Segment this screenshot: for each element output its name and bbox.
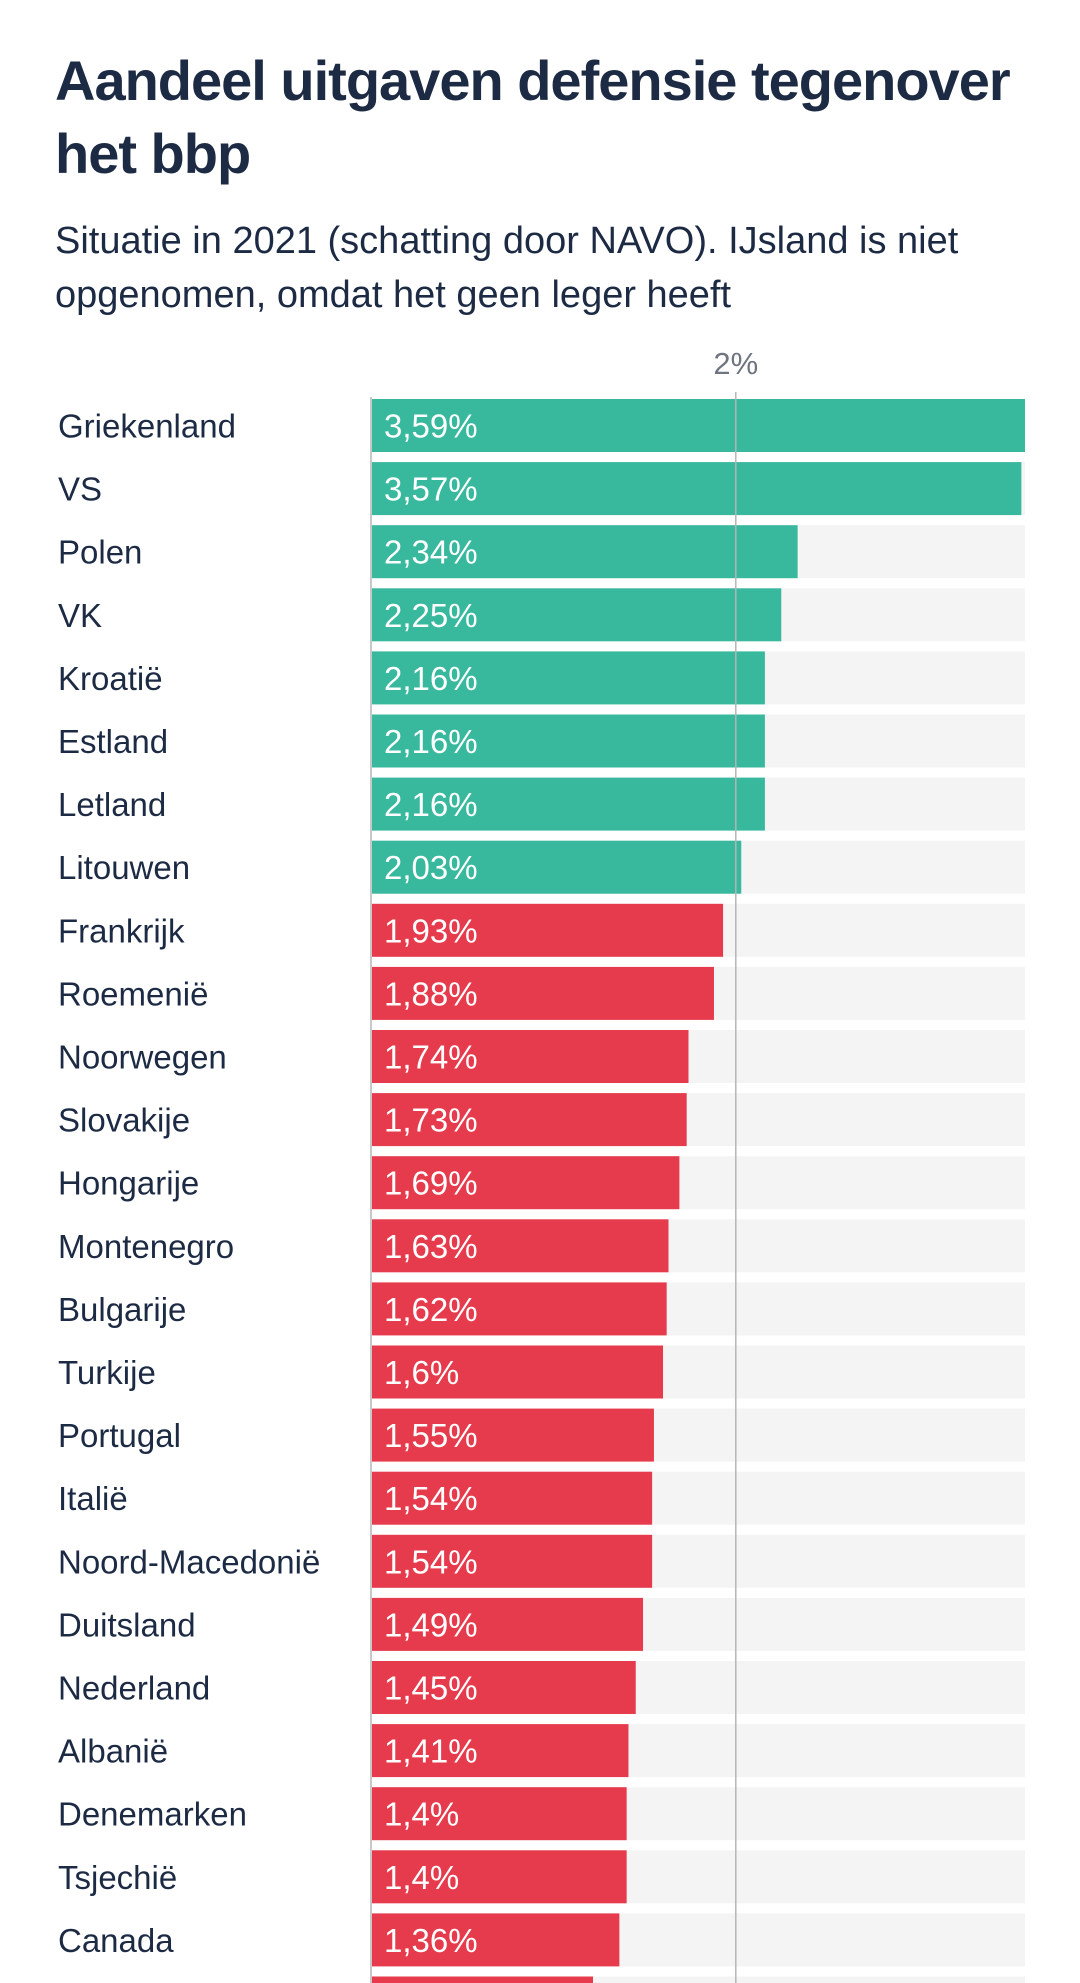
value-label: 2,16% <box>384 660 478 697</box>
category-label: Noorwegen <box>58 1039 227 1076</box>
value-label: 1,69% <box>384 1165 478 1202</box>
value-label: 3,59% <box>384 408 478 445</box>
bar <box>372 903 724 957</box>
value-label: 1,62% <box>384 1291 478 1328</box>
bar <box>372 1282 667 1336</box>
category-label: Litouwen <box>58 849 190 886</box>
bar <box>372 1030 689 1083</box>
bar <box>372 777 765 831</box>
category-label: Montenegro <box>58 1228 234 1265</box>
reference-line-label: 2% <box>713 346 758 381</box>
bar <box>372 1093 687 1147</box>
value-label: 1,63% <box>384 1228 478 1265</box>
value-label: 2,16% <box>384 786 478 823</box>
value-label: 1,55% <box>384 1417 478 1454</box>
bar <box>372 1850 627 1904</box>
value-label: 1,4% <box>384 1859 459 1896</box>
value-label: 2,25% <box>384 597 478 634</box>
bar <box>372 462 1022 516</box>
value-label: 3,57% <box>384 471 478 508</box>
value-label: 1,36% <box>384 1922 478 1959</box>
bar <box>372 651 765 705</box>
category-label: Frankrijk <box>58 912 185 949</box>
category-label: Canada <box>58 1922 174 1959</box>
bar <box>372 1534 653 1588</box>
category-label: Kroatië <box>58 660 163 697</box>
value-label: 1,54% <box>384 1543 478 1580</box>
chart-title: Aandeel uitgaven defensie tegenover het … <box>55 49 1011 185</box>
bar <box>372 1156 680 1210</box>
value-label: 1,4% <box>384 1796 459 1833</box>
value-label: 1,6% <box>384 1354 459 1391</box>
value-label: 1,88% <box>384 975 478 1012</box>
bar-track <box>372 1976 1025 1983</box>
category-label: Turkije <box>58 1354 156 1391</box>
category-label: Portugal <box>58 1417 181 1454</box>
category-label: Slovakije <box>58 1102 190 1139</box>
value-label: 1,49% <box>384 1606 478 1643</box>
value-label: 2,34% <box>384 534 478 571</box>
bar <box>372 840 742 894</box>
bar <box>372 966 714 1020</box>
category-label: Italië <box>58 1480 128 1517</box>
bar <box>372 1787 627 1841</box>
category-label: Nederland <box>58 1670 210 1707</box>
bar <box>372 1913 620 1967</box>
value-label: 1,73% <box>384 1102 478 1139</box>
category-label: VS <box>58 471 102 508</box>
category-label: Bulgarije <box>58 1291 186 1328</box>
value-label: 1,41% <box>384 1733 478 1770</box>
bar <box>372 525 798 579</box>
bar <box>372 1724 629 1778</box>
bar <box>372 1345 664 1399</box>
bar <box>372 588 782 642</box>
bar <box>372 399 1025 452</box>
category-label: Noord-Macedonië <box>58 1543 320 1580</box>
category-label: Estland <box>58 723 168 760</box>
bar <box>372 1976 593 1983</box>
value-label: 1,74% <box>384 1039 478 1076</box>
category-label: Denemarken <box>58 1796 247 1833</box>
category-label: Albanië <box>58 1733 168 1770</box>
bar <box>372 1597 644 1651</box>
bar <box>372 1661 636 1714</box>
bar <box>372 1219 669 1273</box>
bar <box>372 714 765 768</box>
value-label: 2,16% <box>384 723 478 760</box>
category-label: Duitsland <box>58 1606 196 1643</box>
chart-subtitle: Situatie in 2021 (schatting door NAVO). … <box>55 220 959 316</box>
value-label: 2,03% <box>384 849 478 886</box>
category-label: Roemenië <box>58 975 208 1012</box>
bar <box>372 1471 653 1525</box>
category-label: Hongarije <box>58 1165 199 1202</box>
category-label: Polen <box>58 534 142 571</box>
value-label: 1,93% <box>384 912 478 949</box>
value-label: 1,45% <box>384 1670 478 1707</box>
category-label: Tsjechië <box>58 1859 177 1896</box>
value-label: 1,54% <box>384 1480 478 1517</box>
category-label: Letland <box>58 786 166 823</box>
bar <box>372 1408 654 1462</box>
category-label: VK <box>58 597 102 634</box>
category-label: Griekenland <box>58 408 236 445</box>
